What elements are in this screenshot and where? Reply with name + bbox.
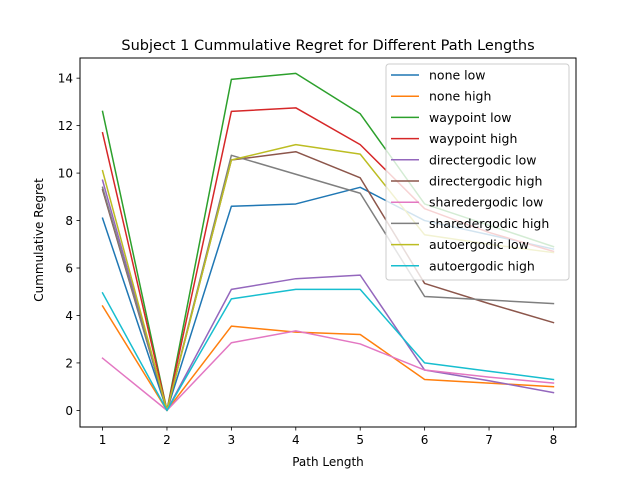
legend-entry-label: directergodic high	[429, 174, 542, 189]
x-tick-label: 8	[550, 433, 558, 447]
axes-frame	[79, 57, 577, 428]
y-tick-label: 2	[65, 356, 73, 370]
y-tick-label: 0	[65, 404, 73, 418]
x-tick-label: 2	[163, 433, 171, 447]
legend-entry-label: sharedergodic high	[429, 216, 549, 231]
y-tick-label: 14	[58, 72, 73, 86]
x-tick-label: 4	[292, 433, 300, 447]
legend-entry-label: none low	[429, 68, 486, 83]
x-axis-label: Path Length	[292, 455, 364, 469]
y-tick-label: 4	[65, 309, 73, 323]
chart-title: Subject 1 Cummulative Regret for Differe…	[121, 38, 534, 54]
y-tick-label: 6	[65, 262, 73, 276]
legend: none low none high waypoint low waypoint hi…	[385, 63, 570, 281]
series-line-none-high	[101, 304, 555, 412]
legend-box	[385, 63, 570, 281]
legend-entry-label: none high	[429, 89, 491, 104]
series-line-directergodic-low	[101, 179, 555, 412]
x-tick-label: 7	[485, 433, 493, 447]
x-tick-label: 1	[99, 433, 107, 447]
y-tick-label: 12	[58, 119, 73, 133]
y-axis-label: Cummulative Regret	[32, 178, 46, 302]
legend-entry-label: waypoint high	[429, 131, 517, 146]
legend-entry-label: waypoint low	[429, 110, 511, 125]
legend-entry-label: autoergodic high	[429, 258, 535, 273]
x-tick-label: 6	[421, 433, 429, 447]
plot-area	[101, 72, 555, 412]
x-tick-label: 5	[356, 433, 364, 447]
series-line-sharedergodic-low	[101, 330, 555, 412]
series-line-autoergodic-high	[101, 288, 555, 412]
x-tick-label: 3	[228, 433, 236, 447]
y-tick-label: 10	[58, 167, 73, 181]
legend-entry-label: sharedergodic low	[429, 195, 543, 210]
legend-entry-label: autoergodic low	[429, 237, 529, 252]
y-tick-label: 8	[65, 214, 73, 228]
legend-entry-label: directergodic low	[429, 152, 537, 167]
